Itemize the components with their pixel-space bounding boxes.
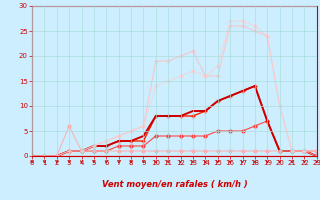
X-axis label: Vent moyen/en rafales ( km/h ): Vent moyen/en rafales ( km/h ) xyxy=(101,180,247,189)
